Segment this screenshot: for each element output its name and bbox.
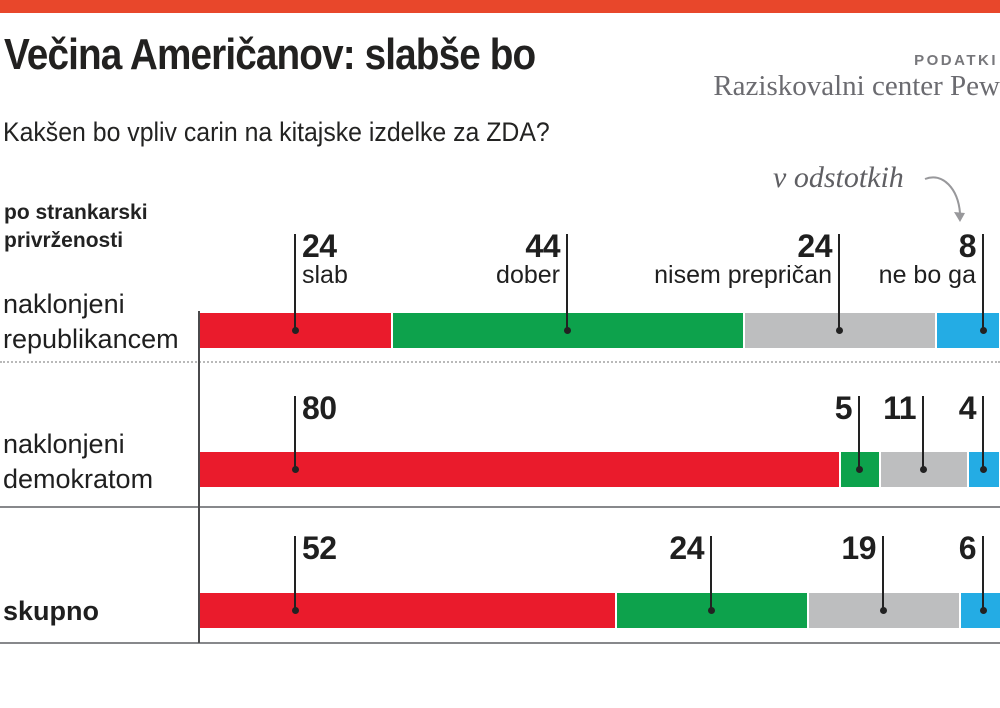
category-label: naklonjeni demokratom [3,427,153,497]
segment-label: dober [496,261,560,289]
segment-label: nisem prepričan [654,261,832,289]
dotted-separator [0,361,1000,363]
category-label-line: naklonjeni [3,429,125,459]
value-label: 24 [797,228,832,264]
value-label: 6 [958,530,977,566]
bottom-rule [0,642,1000,644]
leader-line [294,536,296,610]
bar-segment-4 [959,593,1000,628]
category-label: naklonjeni republikancem [3,287,179,357]
units-note: v odstotkih [773,161,904,194]
value-label: 24 [302,228,337,264]
bar-segment-4 [935,313,999,348]
section-label: po strankarski privrženosti [4,199,148,255]
value-label: 44 [525,228,560,264]
page-title: Večina Američanov: slabše bo [4,30,536,79]
leader-dot [980,607,987,614]
leader-dot [292,607,299,614]
data-source-label: PODATKI [914,52,998,69]
leader-dot [920,466,927,473]
top-accent-bar [0,0,1000,13]
axis-baseline [198,311,200,643]
category-label-line: republikancem [3,324,179,354]
value-label: 80 [302,390,337,426]
category-label: skupno [3,594,99,629]
value-label: 24 [669,530,704,566]
section-separator [0,506,1000,508]
curved-arrow-icon [924,176,965,222]
leader-dot [980,466,987,473]
category-label-line: skupno [3,596,100,626]
leader-line [858,396,860,469]
leader-dot [708,607,715,614]
leader-line [982,536,984,610]
leader-line [566,234,568,330]
segment-label: ne bo ga [878,261,976,289]
segment-label: slab [302,261,348,289]
leader-dot [292,327,299,334]
value-label: 4 [958,390,977,426]
leader-line [882,536,884,610]
category-label-line: naklonjeni [3,289,125,319]
data-source-name: Raziskovalni center Pew [713,70,1000,102]
leader-dot [856,466,863,473]
section-label-line2: privrženosti [4,229,124,252]
chart-question-subtitle: Kakšen bo vpliv carin na kitajske izdelk… [3,117,550,147]
category-label-line: demokratom [3,464,154,494]
leader-dot [564,327,571,334]
leader-line [294,396,296,469]
bar-segment-1 [199,593,615,628]
value-label: 19 [841,530,876,566]
value-label: 11 [883,390,916,426]
bar-segment-1 [199,452,839,487]
value-label: 8 [958,228,977,264]
leader-line [982,234,984,330]
leader-line [838,234,840,330]
leader-line [294,234,296,330]
leader-line [982,396,984,469]
leader-line [710,536,712,610]
leader-line [922,396,924,469]
value-label: 5 [834,390,853,426]
leader-dot [836,327,843,334]
leader-dot [980,327,987,334]
leader-dot [292,466,299,473]
section-label-line1: po strankarski [4,201,148,224]
value-label: 52 [302,530,337,566]
leader-dot [880,607,887,614]
